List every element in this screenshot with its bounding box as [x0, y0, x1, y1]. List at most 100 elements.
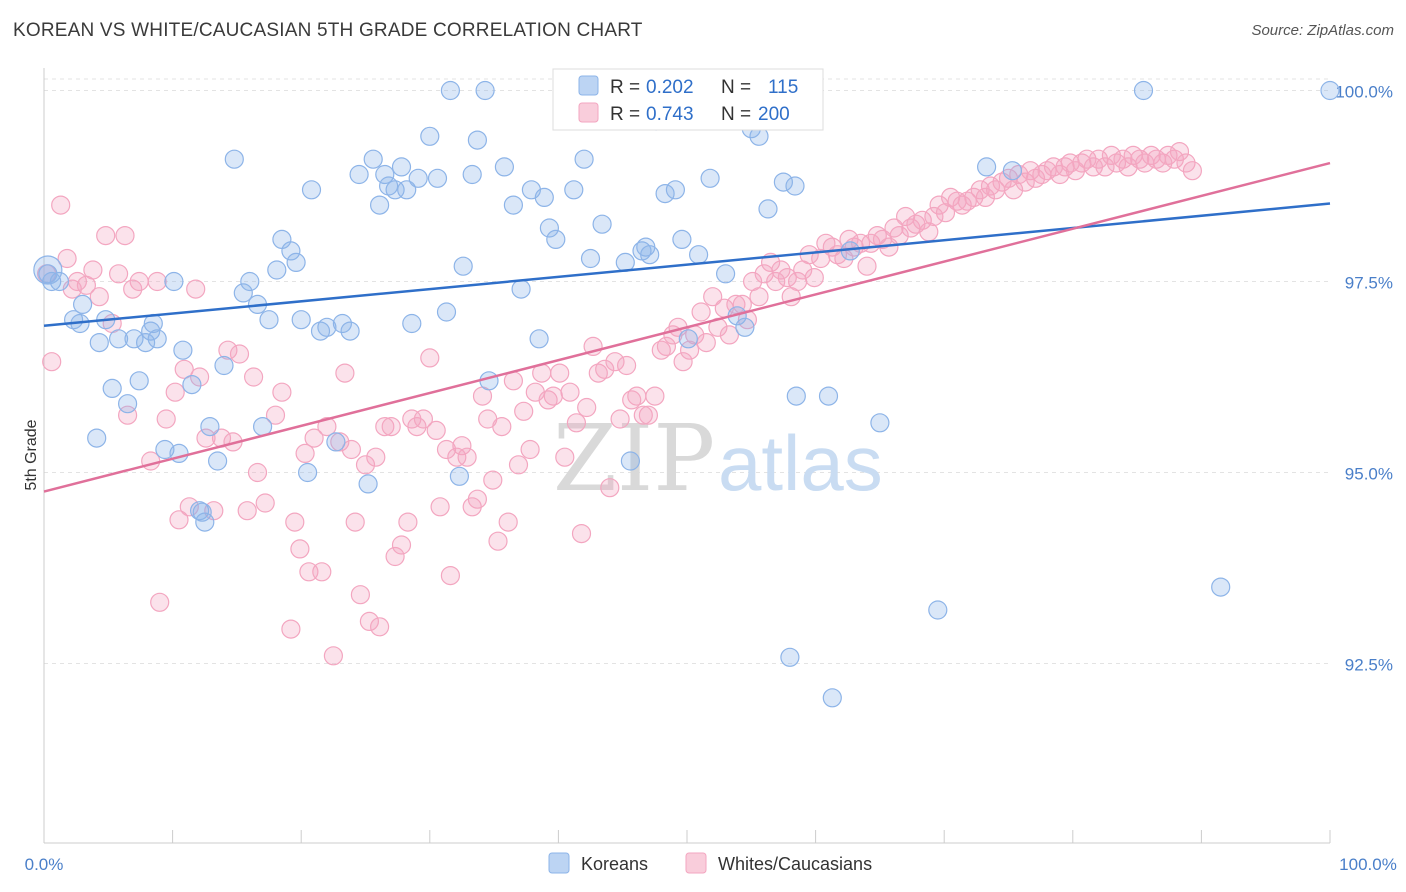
white-point-29 — [218, 340, 238, 360]
korean-point-62 — [467, 130, 487, 150]
white-point-163 — [975, 187, 996, 207]
korean-point-63 — [475, 80, 495, 101]
bottom-legend-swatch-koreans — [548, 852, 570, 874]
white-point-78 — [492, 417, 512, 437]
korean-point-13 — [136, 333, 156, 353]
white-point-32 — [237, 501, 257, 521]
bottom-legend-label-whites: Whites/Caucasians — [718, 854, 872, 874]
white-point-53 — [359, 611, 379, 632]
korean-point-24 — [208, 451, 228, 471]
white-point-98 — [605, 352, 625, 372]
white-point-38 — [281, 619, 301, 639]
white-point-164 — [980, 176, 1001, 196]
watermark-zip: ZIP — [553, 405, 715, 512]
korean-point-99 — [818, 386, 839, 406]
white-point-31 — [229, 344, 250, 364]
korean-point-55 — [420, 126, 440, 146]
white-point-52 — [355, 455, 376, 475]
white-point-123 — [749, 287, 769, 307]
white-point-22 — [174, 359, 194, 379]
white-point-14 — [123, 279, 143, 299]
x-tick-label-end: 100.0% — [1339, 855, 1397, 874]
y-axis-label: 5th Grade — [23, 419, 40, 490]
white-point-79 — [498, 512, 518, 532]
white-point-179 — [1065, 161, 1086, 181]
legend-r-value-koreans: 0.202 — [646, 77, 694, 98]
white-point-144 — [867, 226, 887, 246]
white-point-190 — [1130, 149, 1150, 169]
legend-n-label-koreans: N = — [721, 77, 751, 98]
white-point-103 — [633, 405, 653, 425]
korean-point-76 — [580, 248, 601, 269]
korean-point-19 — [173, 340, 193, 360]
legend-r-label-whites: R = — [610, 104, 640, 125]
white-point-11 — [108, 264, 129, 284]
korean-point-10 — [117, 394, 138, 414]
white-point-82 — [514, 401, 534, 421]
korean-point-58 — [440, 80, 460, 101]
white-point-197 — [1169, 142, 1190, 162]
chart-title: KOREAN VS WHITE/CAUCASIAN 5TH GRADE CORR… — [13, 20, 643, 41]
white-point-88 — [550, 363, 570, 383]
x-axis-ticks — [43, 830, 1331, 843]
korean-point-34 — [281, 241, 301, 261]
legend-n-label-whites: N = — [721, 104, 751, 125]
korean-point-27 — [233, 283, 253, 303]
white-point-62 — [407, 417, 427, 437]
korean-point-109 — [636, 237, 656, 257]
white-point-105 — [645, 386, 665, 406]
korean-point-50 — [385, 180, 405, 200]
korean-point-80 — [620, 451, 641, 471]
korean-point-84 — [655, 184, 675, 204]
white-point-106 — [651, 340, 671, 360]
white-point-43 — [304, 428, 324, 448]
white-point-92 — [571, 523, 592, 544]
white-point-199 — [1182, 161, 1203, 181]
legend-r-label-koreans: R = — [610, 77, 640, 98]
y-tick-label-0: 100.0% — [1335, 82, 1393, 101]
korean-point-86 — [672, 229, 692, 249]
korean-point-108 — [1320, 80, 1340, 101]
korean-point-52 — [397, 180, 417, 200]
white-point-56 — [375, 417, 395, 437]
white-point-57 — [381, 417, 401, 437]
y-tick-label-3: 92.5% — [1345, 655, 1393, 674]
korean-point-31 — [259, 310, 279, 330]
white-point-83 — [520, 439, 540, 460]
y-tick-label-1: 97.5% — [1345, 273, 1393, 292]
korean-point-57 — [436, 302, 457, 322]
korean-point-37 — [298, 462, 318, 483]
white-point-102 — [627, 386, 647, 406]
white-point-110 — [673, 352, 693, 372]
white-point-19 — [156, 409, 176, 429]
korean-point-6 — [89, 333, 109, 353]
source-label: Source: ZipAtlas.com — [1251, 22, 1394, 39]
bottom-legend-label-koreans: Koreans — [581, 854, 648, 874]
korean-point-47 — [370, 195, 390, 215]
white-point-104 — [638, 405, 659, 425]
white-point-107 — [656, 336, 677, 356]
white-point-36 — [265, 405, 286, 425]
white-point-59 — [391, 535, 412, 555]
white-point-46 — [323, 646, 343, 666]
white-point-96 — [595, 359, 615, 379]
korean-point-51 — [391, 157, 412, 177]
korean-point-53 — [402, 313, 422, 334]
korean-point-11 — [124, 329, 144, 349]
korean-point-46 — [363, 149, 383, 169]
white-point-93 — [577, 397, 597, 418]
white-point-114 — [696, 333, 716, 353]
watermark-atlas: atlas — [718, 419, 883, 507]
korean-point-2 — [49, 271, 70, 292]
korean-point-67 — [511, 279, 531, 299]
white-point-3 — [57, 248, 77, 269]
white-point-20 — [165, 382, 185, 402]
white-point-69 — [447, 447, 467, 467]
korean-point-85 — [665, 180, 686, 200]
korean-point-75 — [574, 149, 594, 169]
korean-point-45 — [358, 474, 378, 494]
korean-point-14 — [141, 321, 161, 341]
white-point-101 — [622, 390, 642, 410]
white-point-118 — [719, 325, 740, 345]
